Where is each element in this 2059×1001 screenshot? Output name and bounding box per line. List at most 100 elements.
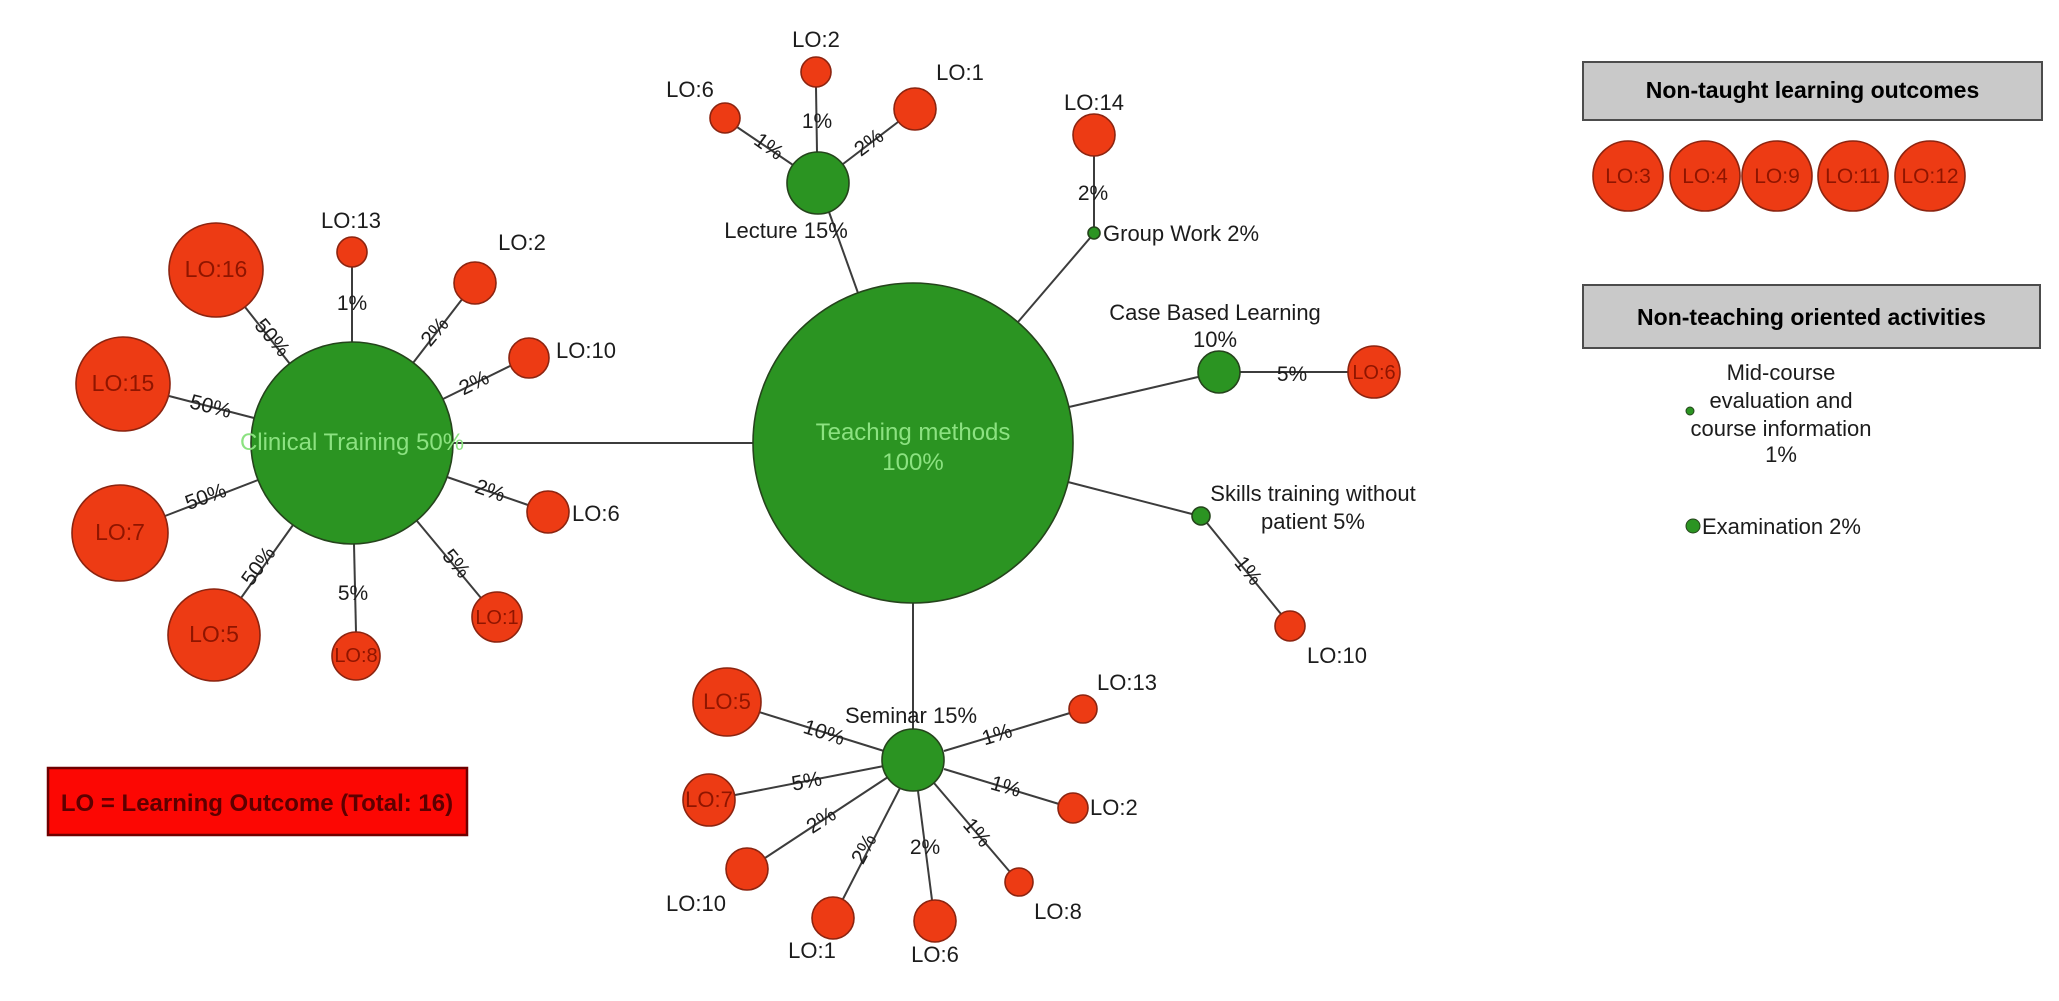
clinical-lo2-label: LO:2: [498, 230, 546, 255]
non-taught-node-lo11: [1817, 140, 1889, 212]
node-label-clinical-lo8: LO:8: [334, 645, 377, 667]
node-label-clinical-lo1: LO:1: [475, 607, 518, 629]
mid-course-evaluation-dot: [1685, 406, 1695, 416]
mid-course-evaluation-label: evaluation and: [1709, 388, 1852, 413]
node-clinical-lo10: [508, 337, 550, 379]
edge-weight-label: 2%: [850, 124, 888, 161]
node-clinical-lo7: [71, 484, 169, 582]
edge-weight-label: 2%: [910, 836, 940, 859]
seminar-label: Seminar 15%: [845, 703, 977, 728]
edge-weight-label: 1%: [802, 110, 832, 133]
edge-lecture-lo2-link: [815, 86, 818, 153]
seminar-lo8-label: LO:8: [1034, 899, 1082, 924]
node-clinical-lo1: [471, 591, 523, 643]
node-group-work-lo14: [1072, 113, 1116, 157]
edge-seminar-lo13-link: [943, 712, 1071, 752]
edge-clinical-lo5-link: [240, 524, 294, 599]
edge-weight-label: 50%: [237, 542, 280, 590]
node-case-based-learning: [1197, 350, 1241, 394]
seminar-lo10-label: LO:10: [666, 891, 726, 916]
node-skills-lo10: [1274, 610, 1306, 642]
node-clinical-lo13: [336, 236, 368, 268]
clinical-lo6-label: LO:6: [572, 501, 620, 526]
edge-weight-label: 1%: [988, 772, 1024, 802]
node-seminar-lo7: [682, 773, 736, 827]
node-clinical-lo5: [167, 588, 261, 682]
edge-seminar-lo7-link: [734, 765, 885, 796]
node-clinical-training: [250, 341, 454, 545]
non-taught-node-label: LO:9: [1754, 165, 1800, 188]
clinical-lo10-label: LO:10: [556, 338, 616, 363]
edge-weight-label: 5%: [437, 545, 474, 583]
lecture-lo2-label: LO:2: [792, 27, 840, 52]
edge-weight-label: 1%: [979, 719, 1015, 750]
edge-clinical-lo6-link: [446, 476, 529, 506]
edge-lecture-lo6-link: [736, 126, 794, 166]
edge-weight-label: 5%: [1277, 363, 1307, 386]
non-taught-node-lo9: [1741, 140, 1813, 212]
non-taught-node-lo12: [1894, 140, 1966, 212]
examination-dot: [1685, 518, 1701, 534]
non-taught-node-lo4: [1669, 140, 1741, 212]
edge-seminar-lo6-link: [917, 790, 933, 901]
non-taught-node-label: LO:4: [1682, 165, 1728, 188]
cbl-label-line1: Case Based Learning: [1109, 300, 1321, 325]
clinical-lo13-label: LO:13: [321, 208, 381, 233]
node-label-clinical-lo16: LO:16: [185, 256, 248, 282]
non-taught-node-lo3: [1592, 140, 1664, 212]
node-label-seminar-lo5: LO:5: [703, 689, 751, 714]
node-teaching-methods: [752, 282, 1074, 604]
node-label-clinical-lo5: LO:5: [189, 621, 239, 647]
mid-course-evaluation-label: course information: [1691, 416, 1872, 441]
node-clinical-lo8: [331, 631, 381, 681]
lo-abbreviation-box: [46, 766, 469, 837]
node-label-teaching-methods: Teaching methods: [816, 419, 1011, 446]
node-label-seminar-lo7: LO:7: [685, 787, 733, 812]
edge-teaching-skills-link: [1067, 481, 1193, 515]
seminar-lo6-label: LO:6: [911, 942, 959, 967]
skills-label-line1: Skills training without: [1210, 481, 1415, 506]
edge-clinical-lo7-link: [164, 479, 259, 517]
node-seminar-lo1: [811, 896, 855, 940]
mid-course-evaluation-label: 1%: [1765, 442, 1797, 467]
lecture-lo6-label: LO:6: [666, 77, 714, 102]
skills-label-line2: patient 5%: [1261, 509, 1365, 534]
node-clinical-lo16: [168, 222, 264, 318]
node-lecture-lo1: [893, 87, 937, 131]
non-taught-legend-title: Non-taught learning outcomes: [1646, 77, 1980, 103]
node-seminar-lo10: [725, 847, 769, 891]
node-lecture: [786, 151, 850, 215]
edge-weight-label: 2%: [802, 803, 840, 839]
node-label-clinical-lo15: LO:15: [92, 370, 155, 396]
skills-lo10-label: LO:10: [1307, 643, 1367, 668]
node-lecture-lo2: [800, 56, 832, 88]
edge-clinical-lo1-link: [416, 520, 482, 599]
edge-clinical-lo16-link: [244, 306, 291, 365]
edge-weight-label: 1%: [750, 129, 788, 165]
non-taught-node-label: LO:12: [1901, 165, 1958, 188]
node-seminar-lo2: [1057, 792, 1089, 824]
group-work-label: Group Work 2%: [1103, 221, 1259, 246]
node-seminar: [881, 728, 945, 792]
edge-skills-lo10-link: [1206, 522, 1282, 615]
node-clinical-lo15: [75, 336, 171, 432]
edge-weight-label: 2%: [1078, 182, 1108, 205]
examination-label: Examination 2%: [1702, 514, 1861, 539]
edge-lecture-teaching-link: [828, 211, 859, 294]
edge-teaching-cbl-link: [1068, 376, 1199, 408]
activities-legend-box: [1582, 284, 2041, 349]
edge-clinical-lo8-link: [353, 543, 357, 633]
lecture-label: Lecture 15%: [724, 218, 848, 243]
edge-seminar-lo2-link: [943, 768, 1060, 805]
node-label-clinical-lo7: LO:7: [95, 519, 145, 545]
edge-weight-label: 10%: [800, 715, 847, 750]
node-label-clinical-training: Clinical Training 50%: [240, 429, 464, 456]
node-clinical-lo2: [453, 261, 497, 305]
edge-weight-label: 5%: [338, 582, 368, 605]
node-label-cbl-lo6: LO:6: [1352, 362, 1395, 384]
edge-weight-label: 1%: [337, 292, 367, 315]
edge-teaching-groupwork-link: [1017, 237, 1091, 323]
seminar-lo2-label: LO:2: [1090, 795, 1138, 820]
